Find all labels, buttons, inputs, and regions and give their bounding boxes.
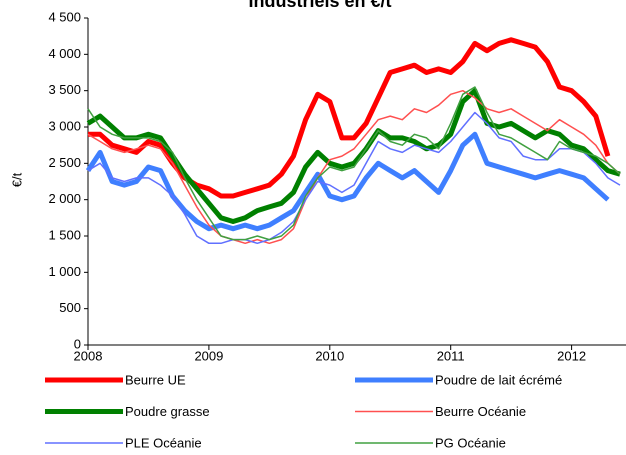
- y-tick-label: 1 000: [48, 264, 81, 279]
- series-line: [87, 86, 621, 241]
- y-tick-label: 4 000: [48, 46, 81, 61]
- y-tick-label: 3 000: [48, 118, 81, 133]
- y-axis-label: €/t: [9, 172, 24, 187]
- y-tick-label: 3 500: [48, 82, 81, 97]
- y-tick-label: 500: [59, 300, 81, 315]
- series-line: [87, 111, 621, 245]
- y-tick-label: 4 500: [48, 9, 81, 24]
- legend-label: Poudre grasse: [125, 404, 210, 419]
- legend-label: Poudre de lait écrémé: [435, 372, 562, 387]
- series-line: [87, 89, 621, 245]
- y-tick-label: 2 000: [48, 191, 81, 206]
- x-tick-label: 2012: [557, 348, 586, 363]
- x-tick-label: 2008: [74, 348, 103, 363]
- y-tick-label: 1 500: [48, 227, 81, 242]
- legend-label: PLE Océanie: [125, 435, 202, 450]
- legend-label: Beurre Océanie: [435, 404, 526, 419]
- legend-label: PG Océanie: [435, 435, 506, 450]
- y-tick-label: 2 500: [48, 155, 81, 170]
- series-line: [88, 37, 611, 199]
- x-tick-label: 2009: [194, 348, 223, 363]
- x-tick-label: 2010: [315, 348, 344, 363]
- legend-label: Beurre UE: [125, 372, 186, 387]
- y-tick-label: 0: [74, 336, 81, 351]
- x-tick-label: 2011: [437, 348, 465, 363]
- chart-title: Industriels en €/t: [248, 0, 391, 11]
